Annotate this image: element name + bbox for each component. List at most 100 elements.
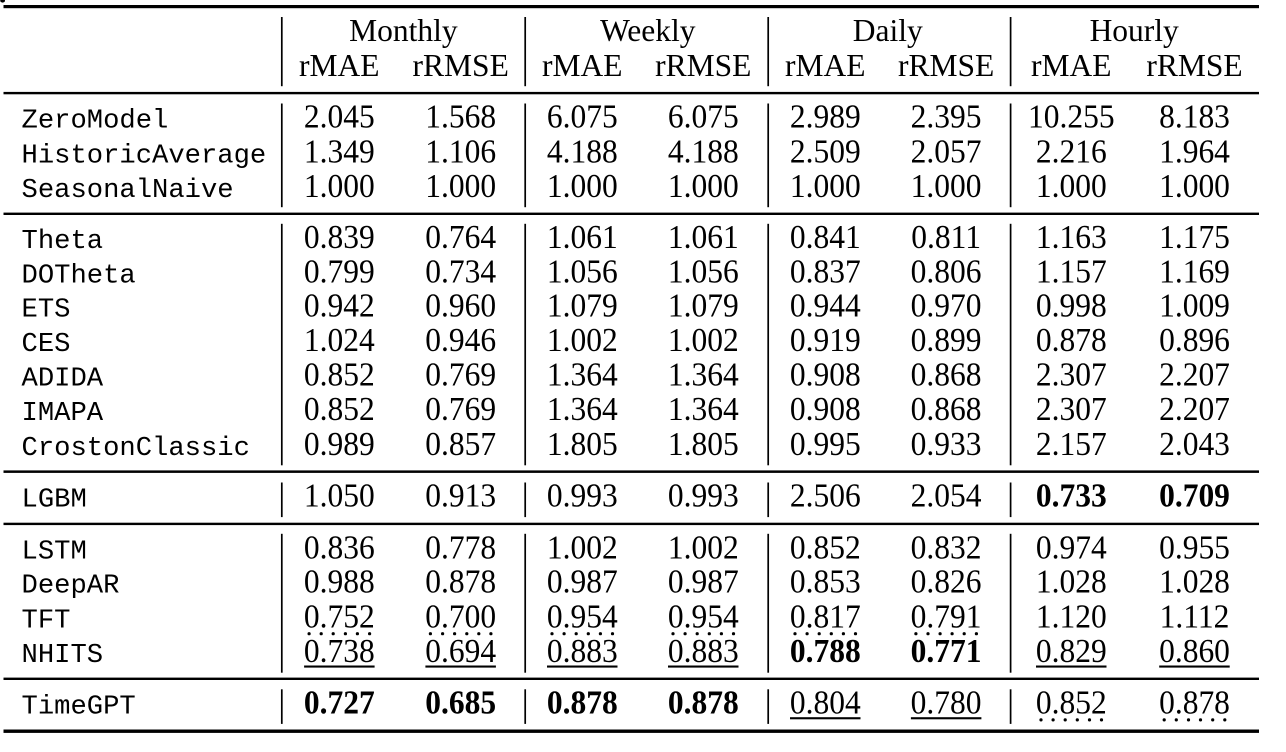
svg-text:0.933: 0.933 bbox=[911, 426, 982, 463]
svg-text:0.853: 0.853 bbox=[790, 563, 861, 600]
svg-text:0.734: 0.734 bbox=[425, 254, 496, 291]
svg-text:1.002: 1.002 bbox=[547, 322, 618, 359]
svg-text:6.075: 6.075 bbox=[547, 99, 618, 136]
svg-text:0.852: 0.852 bbox=[790, 529, 861, 566]
svg-text:0.908: 0.908 bbox=[790, 356, 861, 393]
svg-text:0.826: 0.826 bbox=[911, 563, 982, 600]
svg-text:0.878: 0.878 bbox=[425, 563, 496, 600]
svg-text:0.987: 0.987 bbox=[668, 563, 739, 600]
svg-text:0.700: 0.700 bbox=[425, 598, 496, 635]
svg-text:1.106: 1.106 bbox=[425, 134, 496, 171]
svg-text:0.954: 0.954 bbox=[547, 598, 618, 635]
svg-text:0.832: 0.832 bbox=[911, 529, 982, 566]
svg-text:rRMSE: rRMSE bbox=[655, 48, 751, 83]
svg-text:0.974: 0.974 bbox=[1036, 529, 1107, 566]
svg-text:0.709: 0.709 bbox=[1159, 478, 1230, 515]
svg-text:0.857: 0.857 bbox=[425, 426, 496, 463]
svg-text:0.998: 0.998 bbox=[1036, 288, 1107, 325]
svg-text:1.364: 1.364 bbox=[547, 356, 618, 393]
svg-text:0.955: 0.955 bbox=[1159, 529, 1230, 566]
svg-text:rRMSE: rRMSE bbox=[898, 48, 994, 83]
svg-text:0.960: 0.960 bbox=[425, 288, 496, 325]
svg-text:1.175: 1.175 bbox=[1159, 219, 1230, 256]
svg-text:0.685: 0.685 bbox=[425, 685, 496, 722]
svg-text:2.506: 2.506 bbox=[790, 478, 861, 515]
svg-text:0.769: 0.769 bbox=[425, 356, 496, 393]
svg-text:0.791: 0.791 bbox=[911, 598, 982, 635]
svg-text:0.788: 0.788 bbox=[790, 633, 861, 670]
svg-text:0.694: 0.694 bbox=[425, 633, 496, 670]
svg-text:CrostonClassic: CrostonClassic bbox=[22, 433, 250, 464]
svg-text:0.764: 0.764 bbox=[425, 219, 496, 256]
svg-text:2.157: 2.157 bbox=[1036, 426, 1107, 463]
svg-text:2.307: 2.307 bbox=[1036, 391, 1107, 428]
svg-text:0.988: 0.988 bbox=[304, 563, 375, 600]
svg-text:2.989: 2.989 bbox=[790, 99, 861, 136]
svg-text:0.883: 0.883 bbox=[547, 633, 618, 670]
svg-text:rMAE: rMAE bbox=[542, 48, 623, 83]
svg-text:rMAE: rMAE bbox=[785, 48, 866, 83]
svg-text:0.836: 0.836 bbox=[304, 529, 375, 566]
svg-text:0.989: 0.989 bbox=[304, 426, 375, 463]
svg-text:0.954: 0.954 bbox=[668, 598, 739, 635]
svg-text:1.112: 1.112 bbox=[1160, 598, 1230, 635]
svg-text:1.061: 1.061 bbox=[547, 219, 618, 256]
svg-text:0.913: 0.913 bbox=[425, 478, 496, 515]
svg-text:0.878: 0.878 bbox=[1159, 685, 1230, 722]
svg-text:1.002: 1.002 bbox=[547, 529, 618, 566]
svg-text:0.878: 0.878 bbox=[1036, 322, 1107, 359]
svg-text:2.216: 2.216 bbox=[1036, 134, 1107, 171]
svg-text:0.837: 0.837 bbox=[790, 254, 861, 291]
svg-text:1.079: 1.079 bbox=[547, 288, 618, 325]
svg-text:1.000: 1.000 bbox=[547, 168, 618, 205]
svg-text:rRMSE: rRMSE bbox=[1146, 48, 1242, 83]
svg-text:NHITS: NHITS bbox=[22, 640, 104, 671]
svg-text:1.157: 1.157 bbox=[1036, 254, 1107, 291]
svg-text:0.942: 0.942 bbox=[304, 288, 375, 325]
svg-text:1.079: 1.079 bbox=[668, 288, 739, 325]
svg-text:HistoricAverage: HistoricAverage bbox=[22, 141, 267, 172]
svg-text:0.899: 0.899 bbox=[911, 322, 982, 359]
svg-text:LSTM: LSTM bbox=[22, 536, 87, 567]
svg-text:2.509: 2.509 bbox=[790, 134, 861, 171]
svg-text:0.995: 0.995 bbox=[790, 426, 861, 463]
svg-text:1.568: 1.568 bbox=[425, 99, 496, 136]
svg-text:2.395: 2.395 bbox=[911, 99, 982, 136]
svg-text:rRMSE: rRMSE bbox=[413, 48, 509, 83]
svg-text:1.002: 1.002 bbox=[668, 529, 739, 566]
svg-text:1.169: 1.169 bbox=[1159, 254, 1230, 291]
svg-text:0.780: 0.780 bbox=[911, 685, 982, 722]
svg-text:1.000: 1.000 bbox=[1036, 168, 1107, 205]
svg-text:2.207: 2.207 bbox=[1159, 391, 1230, 428]
svg-text:1.000: 1.000 bbox=[304, 168, 375, 205]
svg-text:0.733: 0.733 bbox=[1036, 478, 1107, 515]
svg-text:1.061: 1.061 bbox=[668, 219, 739, 256]
svg-text:2.043: 2.043 bbox=[1159, 426, 1230, 463]
svg-text:0.987: 0.987 bbox=[547, 563, 618, 600]
svg-text:ZeroModel: ZeroModel bbox=[22, 106, 169, 137]
svg-text:0.852: 0.852 bbox=[1036, 685, 1107, 722]
svg-text:0.829: 0.829 bbox=[1036, 633, 1107, 670]
svg-text:TimeGPT: TimeGPT bbox=[22, 692, 136, 723]
svg-text:1.000: 1.000 bbox=[790, 168, 861, 205]
svg-text:Monthly: Monthly bbox=[349, 13, 458, 48]
svg-text:0.868: 0.868 bbox=[911, 356, 982, 393]
svg-text:0.778: 0.778 bbox=[425, 529, 496, 566]
svg-text:rMAE: rMAE bbox=[299, 48, 380, 83]
svg-text:TFT: TFT bbox=[22, 605, 71, 636]
svg-text:0.799: 0.799 bbox=[304, 254, 375, 291]
svg-text:0.841: 0.841 bbox=[790, 219, 861, 256]
svg-text:0.727: 0.727 bbox=[304, 685, 375, 722]
svg-text:2.054: 2.054 bbox=[911, 478, 982, 515]
svg-text:1.163: 1.163 bbox=[1036, 219, 1107, 256]
svg-text:1.000: 1.000 bbox=[911, 168, 982, 205]
svg-text:0.878: 0.878 bbox=[668, 685, 739, 722]
svg-text:1.056: 1.056 bbox=[547, 254, 618, 291]
svg-text:0.860: 0.860 bbox=[1159, 633, 1230, 670]
svg-text:1.964: 1.964 bbox=[1159, 134, 1230, 171]
svg-text:1.349: 1.349 bbox=[304, 134, 375, 171]
svg-text:0.993: 0.993 bbox=[547, 478, 618, 515]
svg-text:2.207: 2.207 bbox=[1159, 356, 1230, 393]
svg-text:1.028: 1.028 bbox=[1036, 563, 1107, 600]
svg-text:0.896: 0.896 bbox=[1159, 322, 1230, 359]
